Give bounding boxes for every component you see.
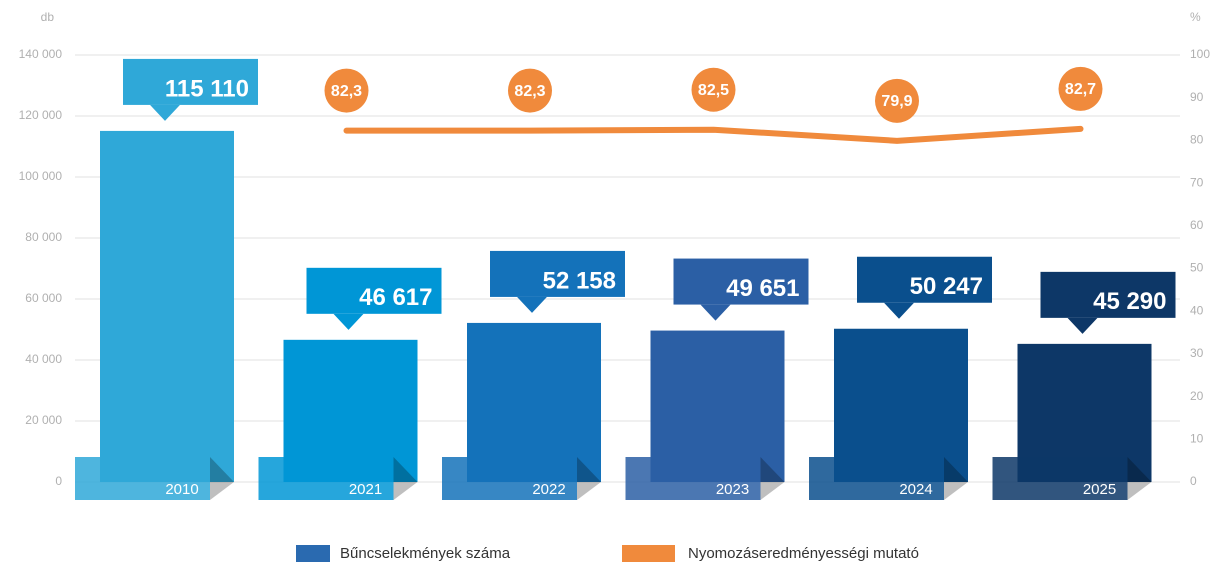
category-tab-fold (393, 457, 418, 500)
x-tick-label: 2021 (349, 481, 382, 498)
x-tick-label: 2023 (716, 481, 749, 498)
value-label: 46 617 (359, 284, 432, 311)
value-label: 52 158 (543, 267, 616, 294)
x-tick-label: 2024 (899, 481, 932, 498)
y-tick-label: 0 (55, 474, 62, 488)
y2-tick-label: 50 (1190, 261, 1204, 275)
y2-tick-label: 0 (1190, 474, 1197, 488)
category-tab (809, 457, 944, 500)
x-tick-label: 2010 (165, 481, 198, 498)
y2-tick-label: 10 (1190, 431, 1204, 445)
bar (650, 330, 785, 482)
y-tick-label: 40 000 (25, 352, 62, 366)
value-callout-pointer (517, 296, 547, 313)
line-value-badge (875, 78, 919, 123)
y-axis-label: db (41, 10, 55, 24)
line-value-label: 82,3 (331, 83, 362, 100)
category-tab-fold (944, 457, 968, 500)
line-value-badge (691, 67, 736, 112)
y-tick-label: 120 000 (19, 108, 63, 122)
value-callout-pointer (700, 304, 731, 321)
category-tab-fold (577, 457, 601, 500)
y2-tick-label: 90 (1190, 90, 1204, 104)
value-label: 115 110 (165, 75, 249, 102)
bar (467, 322, 601, 482)
y2-tick-label: 20 (1190, 389, 1204, 403)
value-callout-pointer (150, 104, 180, 121)
bar (834, 328, 968, 482)
line-value-badge (508, 68, 552, 113)
value-callout (123, 58, 258, 105)
bar (100, 130, 234, 483)
value-callout-pointer (1067, 317, 1098, 334)
legend-label: Nyomozáseredményességi mutató (688, 545, 919, 562)
y2-axis-label: % (1190, 10, 1201, 24)
category-tab-fold (210, 457, 234, 500)
x-tick-label: 2022 (532, 481, 565, 498)
value-label: 49 651 (726, 275, 799, 302)
value-callout-pointer (884, 302, 914, 319)
legend-swatch (622, 545, 675, 562)
value-label: 45 290 (1093, 288, 1166, 315)
category-tab (442, 457, 577, 500)
legend-label: Bűncselekmények száma (340, 545, 511, 562)
y2-tick-label: 80 (1190, 133, 1204, 147)
x-tick-label: 2025 (1083, 481, 1116, 498)
value-label: 50 247 (910, 273, 983, 300)
y2-tick-label: 30 (1190, 346, 1204, 360)
category-tab-fold (760, 457, 785, 500)
category-tab (75, 457, 210, 500)
line-value-label: 79,9 (881, 93, 912, 110)
y-tick-label: 100 000 (19, 169, 63, 183)
y-tick-label: 60 000 (25, 291, 62, 305)
value-callout (490, 250, 625, 297)
y-tick-label: 20 000 (25, 413, 62, 427)
line-value-badge (1058, 66, 1103, 111)
value-callout (857, 256, 992, 303)
y-tick-label: 80 000 (25, 230, 62, 244)
category-tab-fold (1127, 457, 1152, 500)
line-value-label: 82,7 (1065, 81, 1096, 98)
y2-tick-label: 70 (1190, 175, 1204, 189)
value-callout-pointer (333, 313, 364, 330)
line-value-badge (324, 68, 369, 113)
line-value-label: 82,3 (514, 83, 545, 100)
y2-tick-label: 100 (1190, 47, 1210, 61)
line-value-label: 82,5 (698, 82, 729, 99)
category-tab (625, 457, 761, 500)
y2-tick-label: 60 (1190, 218, 1204, 232)
legend-swatch (296, 545, 330, 562)
y-tick-label: 140 000 (19, 47, 63, 61)
category-tab (258, 457, 394, 500)
category-tab (992, 457, 1128, 500)
y2-tick-label: 40 (1190, 303, 1204, 317)
line (343, 125, 1084, 144)
value-callout (306, 267, 442, 314)
value-callout (673, 258, 809, 305)
value-callout (1040, 271, 1176, 318)
